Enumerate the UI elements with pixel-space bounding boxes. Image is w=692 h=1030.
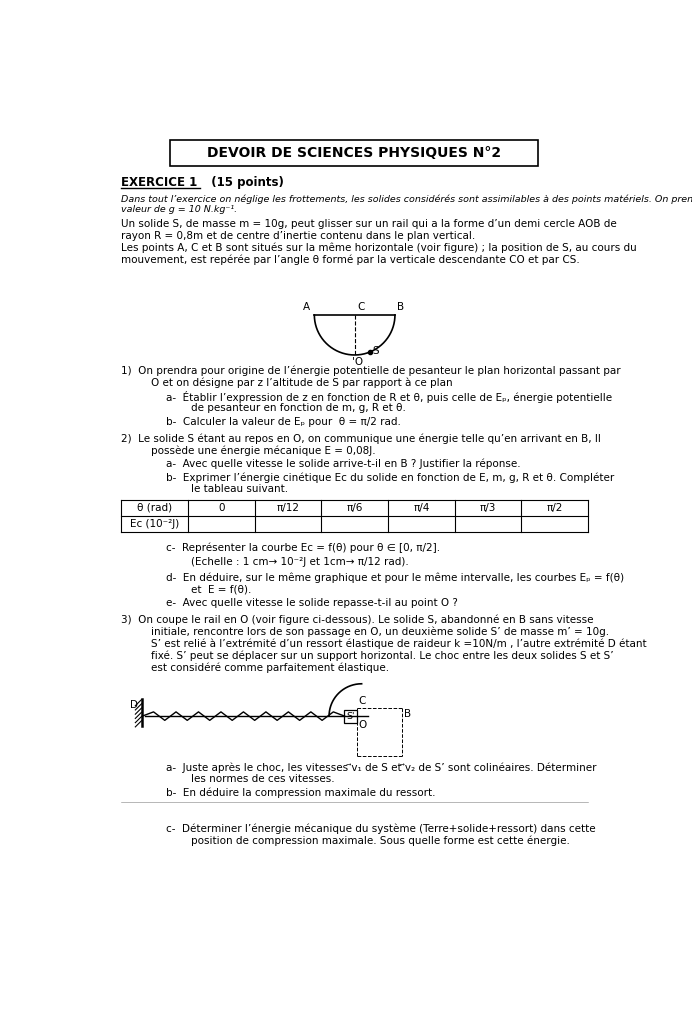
Text: de pesanteur en fonction de m, g, R et θ.: de pesanteur en fonction de m, g, R et θ… bbox=[191, 403, 406, 413]
Text: b-  Exprimer l’énergie cinétique Eᴄ du solide en fonction de E, m, g, R et θ. Co: b- Exprimer l’énergie cinétique Eᴄ du so… bbox=[166, 473, 614, 483]
Text: π/2: π/2 bbox=[547, 503, 563, 513]
Text: 'O: 'O bbox=[352, 357, 363, 368]
Text: O: O bbox=[358, 720, 367, 730]
Text: (15 points): (15 points) bbox=[203, 176, 284, 188]
Text: DEVOIR DE SCIENCES PHYSIQUES N°2: DEVOIR DE SCIENCES PHYSIQUES N°2 bbox=[207, 146, 501, 160]
Text: le tableau suivant.: le tableau suivant. bbox=[191, 484, 289, 494]
Text: A: A bbox=[302, 302, 310, 312]
Text: 1)  On prendra pour origine de l’énergie potentielle de pesanteur le plan horizo: 1) On prendra pour origine de l’énergie … bbox=[121, 366, 621, 376]
Text: Eᴄ (10⁻²J): Eᴄ (10⁻²J) bbox=[130, 519, 179, 529]
Text: π/6: π/6 bbox=[347, 503, 363, 513]
Text: les normes de ces vitesses.: les normes de ces vitesses. bbox=[191, 775, 335, 784]
Text: C: C bbox=[358, 696, 366, 707]
Text: c-  Représenter la courbe Eᴄ = f(θ) pour θ ∈ [0, π/2].: c- Représenter la courbe Eᴄ = f(θ) pour … bbox=[166, 543, 440, 553]
Text: rayon R = 0,8m et de centre d’inertie contenu dans le plan vertical.: rayon R = 0,8m et de centre d’inertie co… bbox=[121, 231, 475, 241]
Text: b-  Calculer la valeur de Eₚ pour  θ = π/2 rad.: b- Calculer la valeur de Eₚ pour θ = π/2… bbox=[166, 416, 401, 426]
Text: et  E = f(θ).: et E = f(θ). bbox=[191, 584, 251, 594]
Text: valeur de g = 10 N.kg⁻¹.: valeur de g = 10 N.kg⁻¹. bbox=[121, 205, 237, 214]
FancyBboxPatch shape bbox=[344, 710, 357, 723]
Text: Dans tout l’exercice on néglige les frottements, les solides considérés sont ass: Dans tout l’exercice on néglige les frot… bbox=[121, 195, 692, 204]
Text: Un solide S, de masse m = 10g, peut glisser sur un rail qui a la forme d’un demi: Un solide S, de masse m = 10g, peut glis… bbox=[121, 219, 617, 229]
Text: O et on désigne par z l’altitude de S par rapport à ce plan: O et on désigne par z l’altitude de S pa… bbox=[151, 378, 453, 388]
Text: S: S bbox=[372, 346, 379, 356]
Text: c-  Déterminer l’énergie mécanique du système (Terre+solide+ressort) dans cette: c- Déterminer l’énergie mécanique du sys… bbox=[166, 823, 596, 833]
Text: a-  Juste après le choc, les vitesses ⃗v₁ de S et ⃗v₂ de S’ sont colinéaires. Dé: a- Juste après le choc, les vitesses ⃗v₁… bbox=[166, 762, 597, 772]
Text: b-  En déduire la compression maximale du ressort.: b- En déduire la compression maximale du… bbox=[166, 788, 436, 798]
Text: Les points A, C et B sont situés sur la même horizontale (voir figure) ; la posi: Les points A, C et B sont situés sur la … bbox=[121, 243, 637, 253]
Text: d-  En déduire, sur le même graphique et pour le même intervalle, les courbes Eₚ: d- En déduire, sur le même graphique et … bbox=[166, 572, 624, 583]
Text: EXERCICE 1: EXERCICE 1 bbox=[121, 176, 198, 188]
Text: θ (rad): θ (rad) bbox=[137, 503, 172, 513]
Text: π/3: π/3 bbox=[480, 503, 496, 513]
Text: S’ est relié à l’extrémité d’un ressort élastique de raideur k =10N/m , l’autre : S’ est relié à l’extrémité d’un ressort … bbox=[151, 639, 646, 649]
Text: π/12: π/12 bbox=[277, 503, 300, 513]
Text: fixé. S’ peut se déplacer sur un support horizontal. Le choc entre les deux soli: fixé. S’ peut se déplacer sur un support… bbox=[151, 650, 613, 661]
Text: initiale, rencontre lors de son passage en O, un deuxième solide S’ de masse m’ : initiale, rencontre lors de son passage … bbox=[151, 626, 609, 637]
Text: (Echelle : 1 cm→ 10⁻²J et 1cm→ π/12 rad).: (Echelle : 1 cm→ 10⁻²J et 1cm→ π/12 rad)… bbox=[191, 557, 409, 566]
Text: B: B bbox=[397, 302, 404, 312]
Text: mouvement, est repérée par l’angle θ formé par la verticale descendante CO et pa: mouvement, est repérée par l’angle θ for… bbox=[121, 254, 580, 266]
Text: 3)  On coupe le rail en O (voir figure ci-dessous). Le solide S, abandonné en B : 3) On coupe le rail en O (voir figure ci… bbox=[121, 615, 594, 625]
Text: est considéré comme parfaitement élastique.: est considéré comme parfaitement élastiq… bbox=[151, 662, 389, 673]
Text: e-  Avec quelle vitesse le solide repasse-t-il au point O ?: e- Avec quelle vitesse le solide repasse… bbox=[166, 597, 458, 608]
Text: π/4: π/4 bbox=[413, 503, 430, 513]
Text: position de compression maximale. Sous quelle forme est cette énergie.: position de compression maximale. Sous q… bbox=[191, 835, 570, 846]
Text: D: D bbox=[130, 700, 138, 711]
Text: 2)  Le solide S étant au repos en O, on communique une énergie telle qu’en arriv: 2) Le solide S étant au repos en O, on c… bbox=[121, 434, 601, 444]
Text: S': S' bbox=[346, 712, 354, 721]
FancyBboxPatch shape bbox=[170, 140, 538, 166]
Text: B: B bbox=[404, 710, 411, 719]
Text: C: C bbox=[357, 302, 365, 312]
Text: 0: 0 bbox=[218, 503, 225, 513]
Text: possède une énergie mécanique E = 0,08J.: possède une énergie mécanique E = 0,08J. bbox=[151, 445, 376, 456]
Text: a-  Avec quelle vitesse le solide arrive-t-il en B ? Justifier la réponse.: a- Avec quelle vitesse le solide arrive-… bbox=[166, 459, 521, 470]
Text: a-  Établir l’expression de z en fonction de R et θ, puis celle de Eₚ, énergie p: a- Établir l’expression de z en fonction… bbox=[166, 391, 612, 403]
